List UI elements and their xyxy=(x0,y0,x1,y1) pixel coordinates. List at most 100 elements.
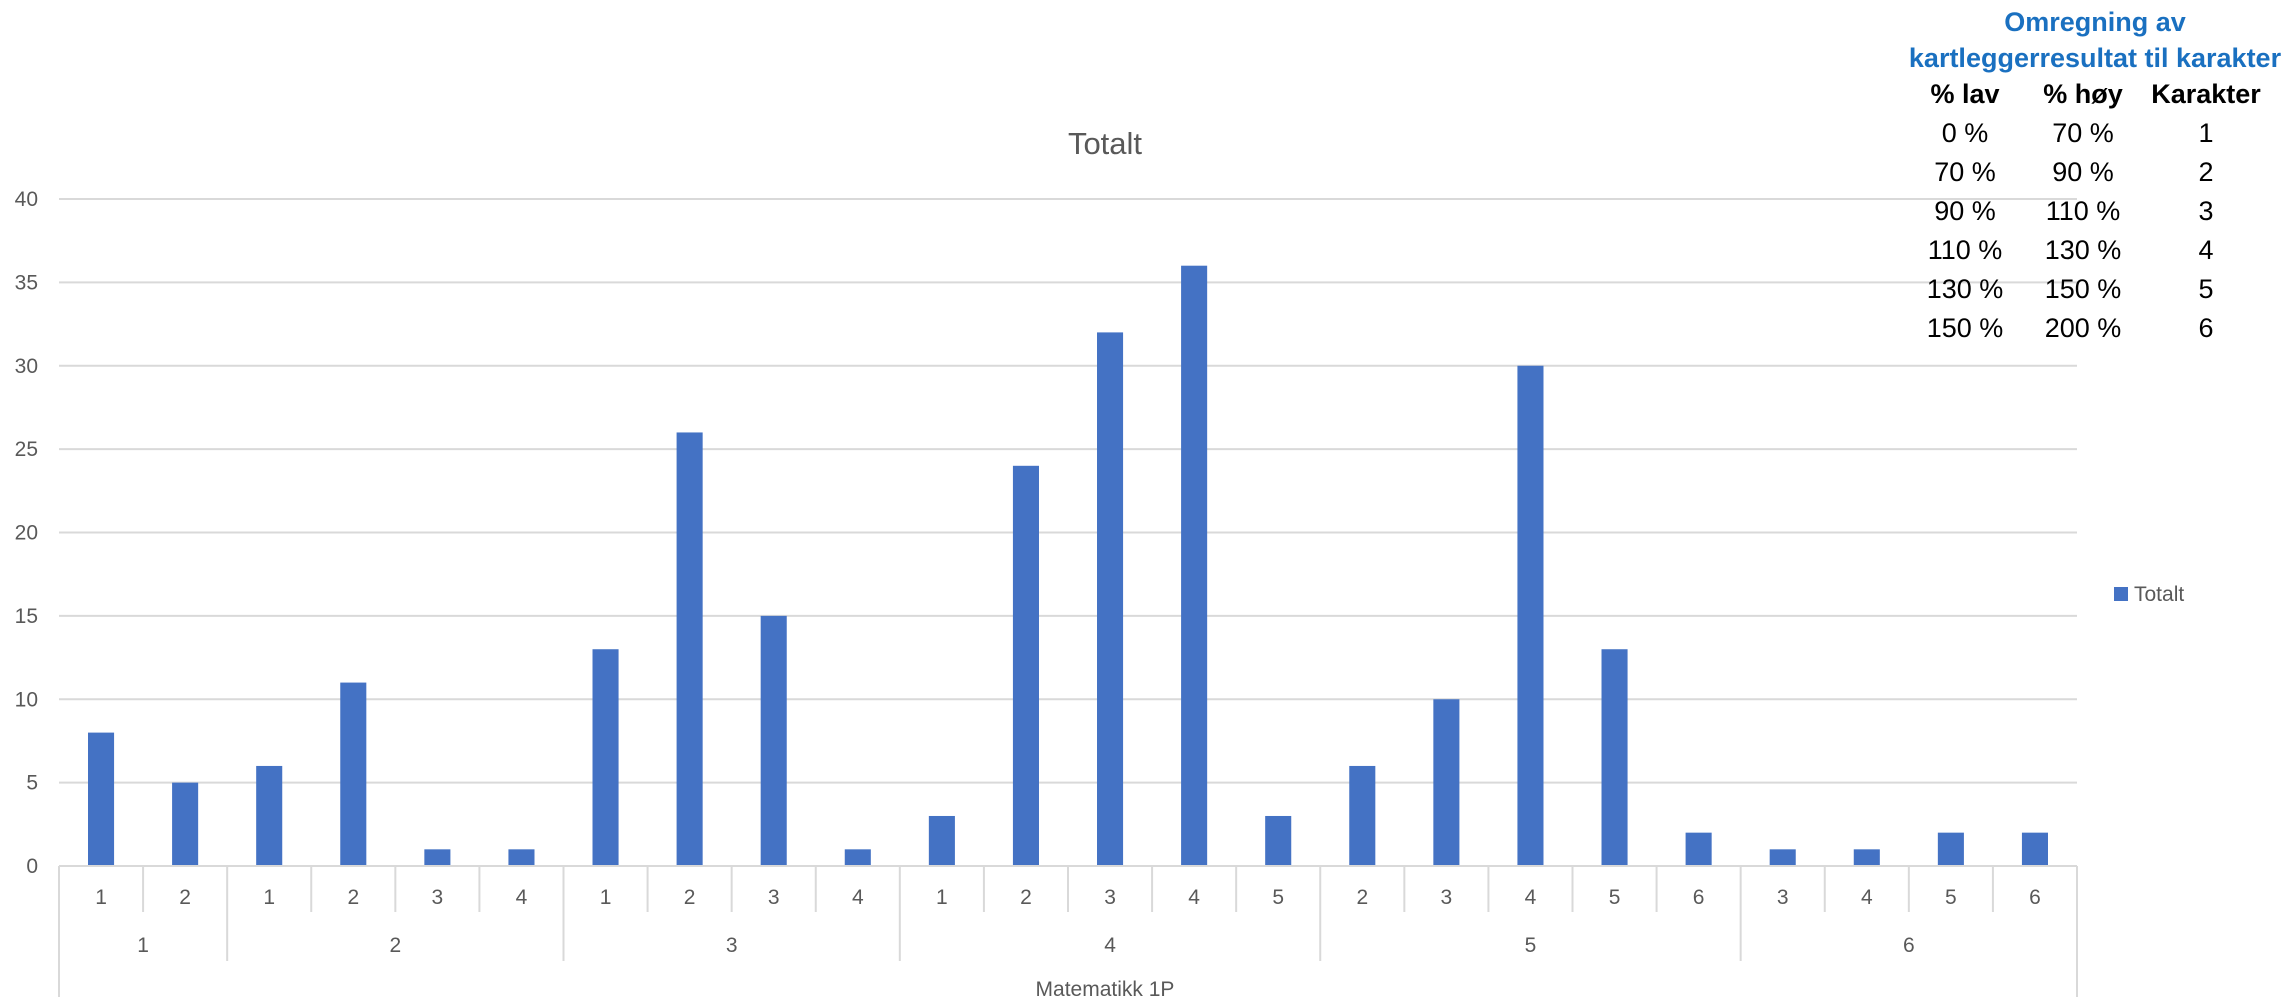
cell-karakter: 3 xyxy=(2198,196,2214,226)
header-karakter: Karakter xyxy=(2151,79,2261,109)
bars xyxy=(88,265,2048,866)
y-axis-ticks: 0 5 10 15 20 25 30 35 40 xyxy=(15,188,38,878)
bar xyxy=(676,432,703,866)
legend-label: Totalt xyxy=(2134,583,2184,606)
cell-lav: 0 % xyxy=(1941,118,1989,148)
bar xyxy=(1517,365,1544,866)
bar xyxy=(256,765,283,866)
bar xyxy=(844,849,871,866)
cell-lav: 70 % xyxy=(1934,157,1996,187)
x-tick-label: 3 xyxy=(432,886,444,909)
legend-swatch xyxy=(2114,587,2128,601)
cell-lav: 150 % xyxy=(1926,313,2004,343)
x-group-label: 1 xyxy=(137,934,149,957)
bar xyxy=(1433,699,1460,866)
y-tick-label: 35 xyxy=(15,271,38,294)
table-row: 110 % 130 % 4 xyxy=(1905,231,2271,270)
conversion-title: Omregning av kartleggerresultat til kara… xyxy=(1905,4,2285,76)
x-group-label: 4 xyxy=(1104,934,1116,957)
cell-hoy: 130 % xyxy=(2044,235,2122,265)
y-tick-label: 15 xyxy=(15,605,38,628)
x-tick-label: 1 xyxy=(95,886,107,909)
x-tick-label: 3 xyxy=(1441,886,1453,909)
x-axis: 1 2 1 1 2 3 4 2 1 2 3 4 3 1 2 3 4 5 4 2 3 4 5 6 5 3 4 5 6 6 xyxy=(58,865,2078,997)
gridlines xyxy=(59,198,2077,784)
cell-hoy: 110 % xyxy=(2045,196,2121,226)
bar xyxy=(88,732,115,866)
x-tick-label: 5 xyxy=(1609,886,1621,909)
x-tick-label: 4 xyxy=(1861,886,1873,909)
x-tick-label: 3 xyxy=(1104,886,1116,909)
x-tick-label: 3 xyxy=(1777,886,1789,909)
bar xyxy=(1349,765,1376,866)
bar xyxy=(928,815,955,866)
x-tick-label: 5 xyxy=(1945,886,1957,909)
cell-hoy: 90 % xyxy=(2052,157,2114,187)
bar xyxy=(2021,832,2048,866)
conversion-title-line2: kartleggerresultat til karakter xyxy=(1908,43,2282,73)
chart-title: Totalt xyxy=(1068,126,1142,161)
x-tick-label: 4 xyxy=(1525,886,1537,909)
conversion-header-row: % lav % høy Karakter xyxy=(1905,75,2271,114)
bar xyxy=(1265,815,1292,866)
x-tick-label: 2 xyxy=(1020,886,1032,909)
x-axis-label: Matematikk 1P xyxy=(1036,978,1175,997)
bar xyxy=(340,682,367,866)
legend: Totalt xyxy=(2114,583,2184,606)
x-group-label: 2 xyxy=(389,934,401,957)
y-tick-label: 30 xyxy=(15,355,38,378)
x-tick-label: 3 xyxy=(768,886,780,909)
table-row: 70 % 90 % 2 xyxy=(1905,153,2271,192)
bar xyxy=(1769,849,1796,866)
y-tick-label: 40 xyxy=(15,188,38,211)
bar xyxy=(424,849,451,866)
x-group-label: 6 xyxy=(1903,934,1915,957)
cell-karakter: 1 xyxy=(2198,118,2214,148)
cell-karakter: 5 xyxy=(2198,274,2214,304)
bar xyxy=(1601,649,1628,866)
conversion-table: % lav % høy Karakter 0 % 70 % 1 70 % 90 … xyxy=(1905,75,2271,348)
x-group-label: 3 xyxy=(726,934,738,957)
cell-hoy: 70 % xyxy=(2052,118,2114,148)
bar xyxy=(1181,265,1208,866)
bar xyxy=(1012,465,1039,866)
x-tick-label: 6 xyxy=(2029,886,2041,909)
bar xyxy=(1853,849,1880,866)
x-tick-label: 2 xyxy=(1356,886,1368,909)
header-hoy: % høy xyxy=(2043,79,2123,109)
y-tick-label: 0 xyxy=(26,855,38,878)
bar xyxy=(760,615,787,866)
x-tick-label: 1 xyxy=(600,886,612,909)
cell-karakter: 4 xyxy=(2198,235,2214,265)
cell-lav: 90 % xyxy=(1934,196,1996,226)
x-tick-label: 2 xyxy=(179,886,191,909)
y-tick-label: 10 xyxy=(15,688,38,711)
x-tick-label: 1 xyxy=(263,886,275,909)
cell-karakter: 6 xyxy=(2198,313,2214,343)
x-tick-label: 4 xyxy=(852,886,864,909)
cell-hoy: 200 % xyxy=(2044,313,2122,343)
bar xyxy=(508,849,535,866)
cell-lav: 110 % xyxy=(1927,235,2003,265)
conversion-title-line1: Omregning av xyxy=(2004,7,2186,37)
table-row: 130 % 150 % 5 xyxy=(1905,270,2271,309)
x-tick-label: 5 xyxy=(1272,886,1284,909)
table-row: 150 % 200 % 6 xyxy=(1905,309,2271,348)
header-lav: % lav xyxy=(1930,79,2000,109)
table-row: 0 % 70 % 1 xyxy=(1905,114,2271,153)
bar xyxy=(1685,832,1712,866)
y-tick-label: 20 xyxy=(15,522,38,545)
x-tick-label: 6 xyxy=(1693,886,1705,909)
cell-karakter: 2 xyxy=(2198,157,2214,187)
x-tick-label: 2 xyxy=(347,886,359,909)
cell-lav: 130 % xyxy=(1926,274,2004,304)
bar xyxy=(172,782,199,866)
cell-hoy: 150 % xyxy=(2044,274,2122,304)
y-tick-label: 25 xyxy=(15,438,38,461)
x-tick-label: 4 xyxy=(516,886,528,909)
bar xyxy=(1097,332,1124,866)
y-tick-label: 5 xyxy=(26,772,38,795)
table-row: 90 % 110 % 3 xyxy=(1905,192,2271,231)
x-group-label: 5 xyxy=(1525,934,1537,957)
